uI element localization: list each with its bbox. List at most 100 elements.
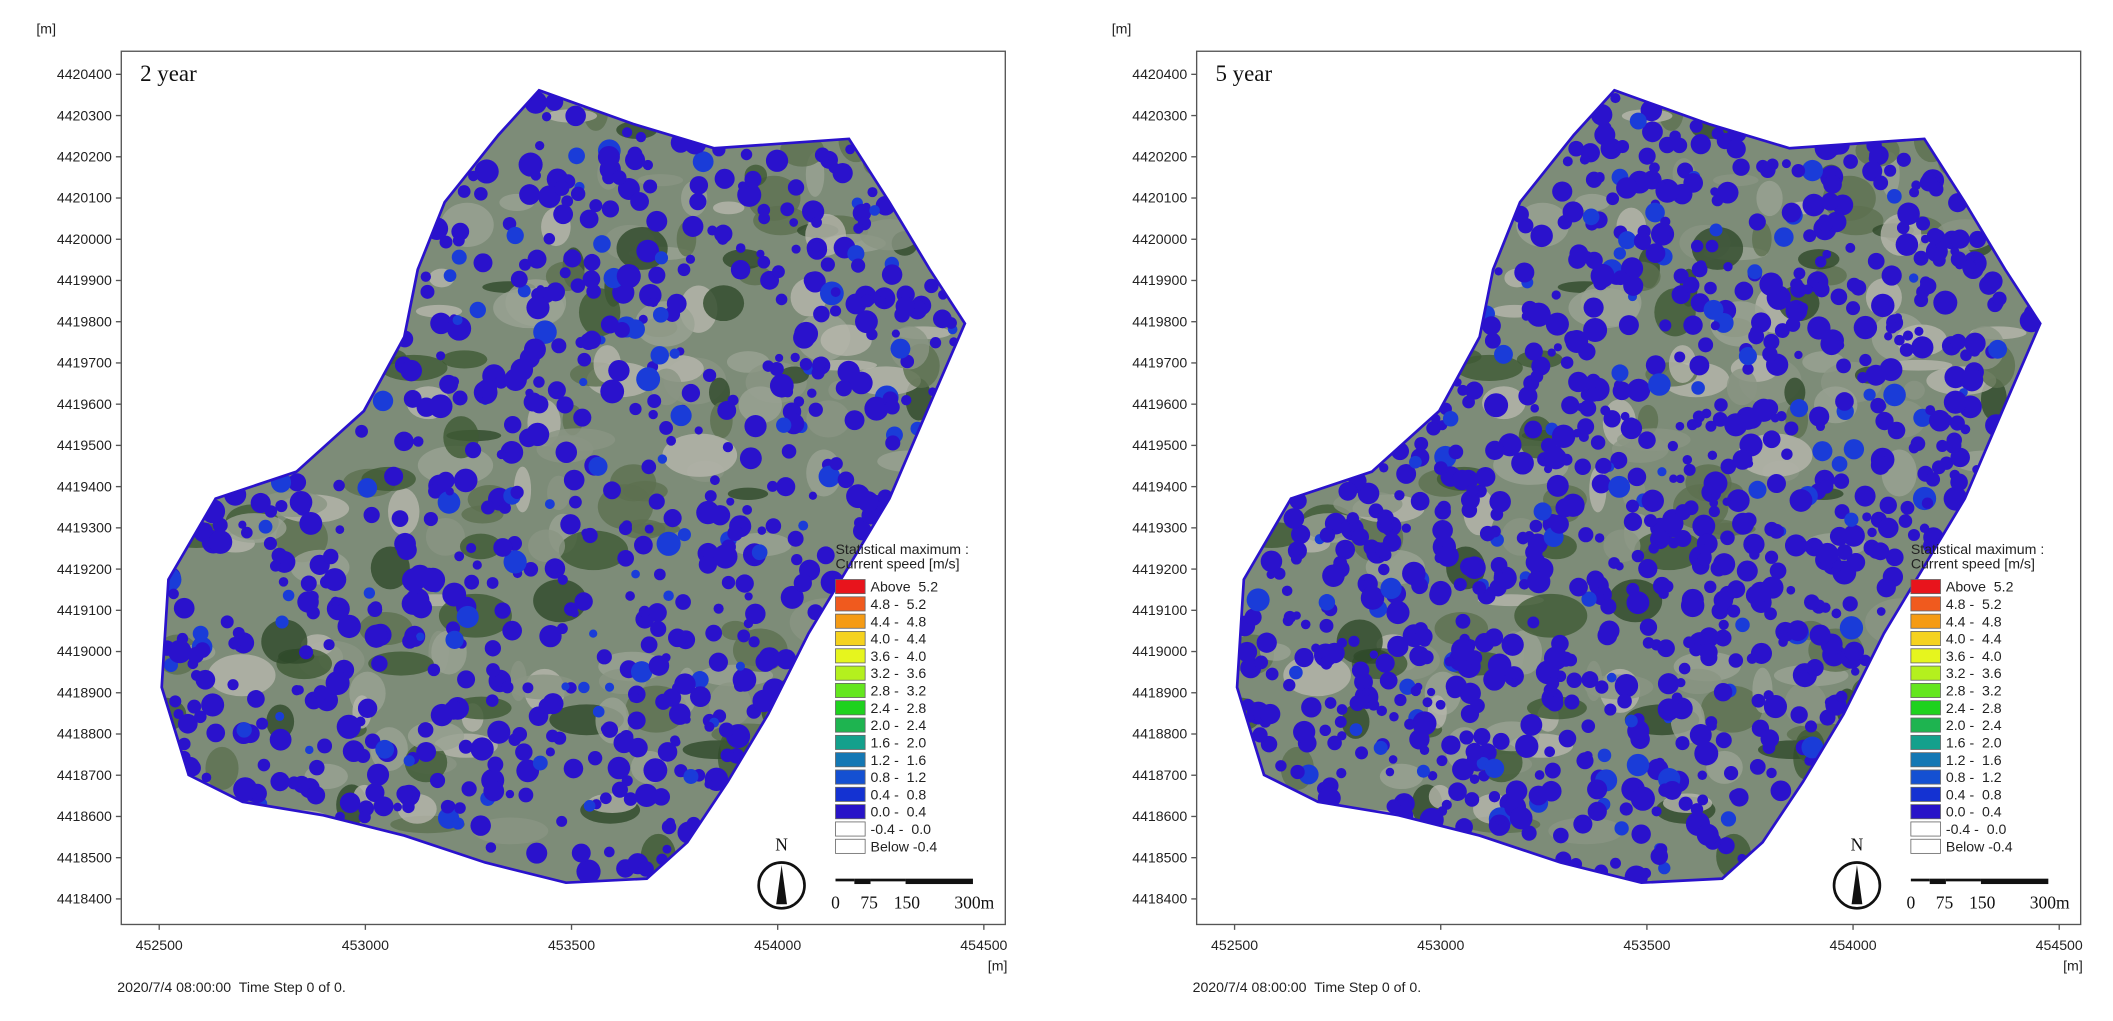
flow-speed-patch xyxy=(1870,397,1886,414)
flow-speed-patch xyxy=(1674,351,1686,363)
y-tick-label: 4419400 xyxy=(57,478,112,494)
y-tick-label: 4419700 xyxy=(1132,355,1187,371)
legend-label: 4.4 - 4.8 xyxy=(1946,613,2002,629)
y-tick-label: 4419000 xyxy=(57,643,112,659)
flow-speed-patch xyxy=(191,669,202,681)
flow-speed-patch xyxy=(722,441,734,453)
legend-title: Current speed [m/s] xyxy=(835,556,959,572)
y-tick-label: 4418800 xyxy=(57,726,112,742)
flow-speed-patch xyxy=(1933,290,1958,315)
flow-speed-patch xyxy=(1899,343,1914,357)
flow-speed-patch xyxy=(452,234,465,247)
legend-swatch xyxy=(835,579,866,595)
flow-speed-patch xyxy=(1925,472,1941,487)
terrain-patch xyxy=(1574,193,1610,212)
flow-speed-patch xyxy=(1334,716,1347,728)
flow-speed-patch xyxy=(1631,549,1645,563)
legend-label: 0.4 - 0.8 xyxy=(1946,786,2002,802)
scale-bar-segment xyxy=(835,878,855,882)
legend-swatch xyxy=(835,717,866,733)
flow-speed-patch xyxy=(436,351,446,361)
flow-speed-patch xyxy=(323,548,339,565)
flow-speed-patch xyxy=(869,205,880,216)
flow-speed-patch xyxy=(650,346,669,365)
flow-speed-patch xyxy=(556,396,574,414)
flow-speed-patch xyxy=(1669,474,1678,483)
flow-speed-patch xyxy=(1455,613,1471,629)
flow-speed-patch xyxy=(1743,533,1765,555)
flow-speed-patch xyxy=(735,243,746,253)
flow-speed-patch xyxy=(1648,543,1660,554)
flow-speed-patch xyxy=(371,655,388,672)
flow-speed-patch xyxy=(402,800,415,814)
map-outline xyxy=(160,88,967,885)
legend-title: Statistical maximum : xyxy=(1911,541,2044,557)
flow-speed-patch xyxy=(1466,484,1479,497)
terrain-patch xyxy=(713,201,745,215)
flow-speed-patch xyxy=(1594,533,1605,543)
flow-speed-patch xyxy=(1797,302,1809,314)
flow-speed-patch xyxy=(547,381,566,400)
flow-speed-patch xyxy=(420,271,432,282)
flow-speed-patch xyxy=(1883,383,1906,407)
flow-speed-patch xyxy=(630,192,649,211)
y-tick-label: 4419200 xyxy=(1132,561,1187,577)
flow-speed-patch xyxy=(1732,512,1755,535)
terrain-patch xyxy=(1712,174,1759,187)
flow-speed-patch xyxy=(577,352,592,367)
flow-speed-patch xyxy=(1617,693,1632,709)
flow-speed-patch xyxy=(1387,635,1409,658)
flow-speed-patch xyxy=(1992,291,2007,306)
flow-speed-patch xyxy=(790,352,800,363)
flow-speed-patch xyxy=(1821,329,1844,352)
flow-speed-patch xyxy=(775,353,784,362)
flow-speed-patch xyxy=(1618,231,1637,250)
flow-speed-patch xyxy=(241,526,253,539)
flow-speed-patch xyxy=(864,396,889,421)
terrain-patch xyxy=(1637,404,1659,436)
flow-speed-patch xyxy=(1518,579,1530,590)
flow-speed-patch xyxy=(1404,718,1416,730)
legend-label: 2.0 - 2.4 xyxy=(1946,717,2002,733)
flow-speed-patch xyxy=(1613,270,1628,286)
flow-speed-patch xyxy=(1671,137,1688,154)
flow-speed-patch xyxy=(1587,801,1607,822)
flow-speed-patch xyxy=(1430,580,1452,603)
flow-speed-patch xyxy=(1256,632,1277,653)
legend-swatch xyxy=(1910,838,1941,854)
legend-swatch xyxy=(1910,769,1941,785)
flow-speed-patch xyxy=(403,755,415,767)
legend-label: 0.0 - 0.4 xyxy=(871,804,927,820)
flow-speed-patch xyxy=(1683,500,1699,516)
flow-speed-patch xyxy=(1845,242,1856,253)
flow-speed-patch xyxy=(523,338,546,361)
flow-speed-patch xyxy=(1791,163,1806,178)
flow-speed-patch xyxy=(1484,393,1509,418)
flow-speed-patch xyxy=(1579,154,1590,165)
flow-speed-patch xyxy=(457,185,471,198)
flow-speed-patch xyxy=(423,511,438,527)
legend-label: 0.8 - 1.2 xyxy=(1946,769,2002,785)
flow-speed-patch xyxy=(1346,512,1360,525)
flow-speed-patch xyxy=(543,233,556,245)
terrain-patch xyxy=(425,517,465,556)
flow-speed-patch xyxy=(811,217,822,228)
flow-speed-patch xyxy=(1553,343,1562,352)
flow-speed-patch xyxy=(391,510,409,527)
flow-speed-patch xyxy=(1626,753,1650,777)
legend-swatch xyxy=(835,821,866,837)
terrain-patch xyxy=(820,324,872,357)
y-tick-label: 4420400 xyxy=(57,66,112,82)
flow-speed-patch xyxy=(814,147,830,163)
scale-bar-label: 0 xyxy=(831,892,840,912)
flow-speed-patch xyxy=(744,170,762,188)
flow-speed-patch xyxy=(1324,642,1345,664)
flow-speed-patch xyxy=(1357,482,1380,505)
flow-speed-patch xyxy=(776,417,792,433)
flow-speed-patch xyxy=(648,266,666,284)
flow-speed-patch xyxy=(1764,550,1779,564)
flow-speed-patch xyxy=(1259,703,1281,725)
flow-speed-patch xyxy=(1573,814,1593,834)
flow-speed-patch xyxy=(665,817,676,828)
flow-speed-patch xyxy=(1324,697,1337,709)
